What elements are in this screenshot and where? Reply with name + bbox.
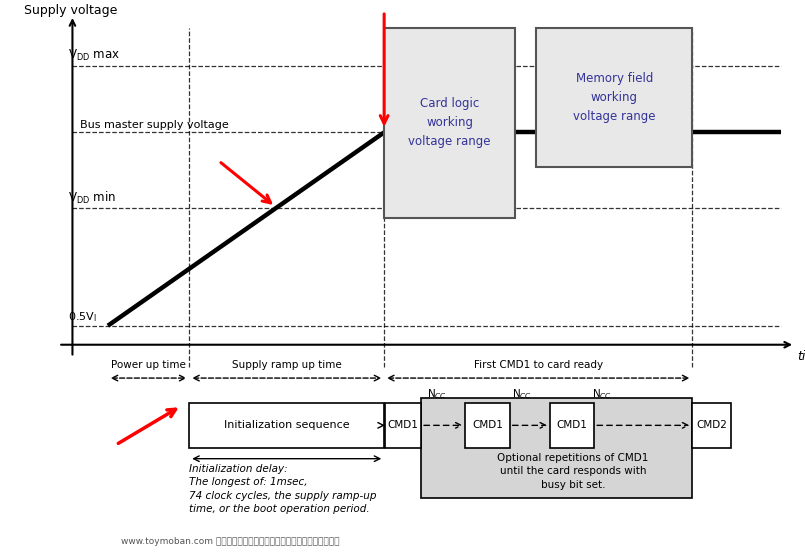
Text: Optional repetitions of CMD1
until the card responds with
busy bit set.: Optional repetitions of CMD1 until the c… — [497, 453, 649, 489]
Bar — [465, 403, 510, 448]
Bar — [550, 403, 594, 448]
Text: CMD2: CMD2 — [696, 420, 727, 430]
Text: N$_{CC}$: N$_{CC}$ — [427, 388, 448, 401]
Text: Supply voltage: Supply voltage — [24, 4, 118, 17]
Text: Card logic
working
voltage range: Card logic working voltage range — [408, 97, 491, 148]
Bar — [536, 28, 692, 167]
Text: CMD1: CMD1 — [388, 420, 419, 430]
Text: www.toymoban.com 网络图片仅供展示，非存储，如有侵权请联系删除。: www.toymoban.com 网络图片仅供展示，非存储，如有侵权请联系删除。 — [121, 537, 339, 546]
Text: $\mathregular{V_{DD}}$ max: $\mathregular{V_{DD}}$ max — [68, 48, 121, 63]
Text: Bus master supply voltage: Bus master supply voltage — [80, 120, 229, 130]
Text: Initialization delay:
The longest of: 1msec,
74 clock cycles, the supply ramp-up: Initialization delay: The longest of: 1m… — [189, 464, 377, 514]
Text: $\mathregular{0.5V_I}$: $\mathregular{0.5V_I}$ — [68, 310, 97, 324]
Bar — [189, 403, 384, 448]
Bar — [385, 403, 421, 448]
Bar — [384, 28, 515, 218]
Text: CMD1: CMD1 — [557, 420, 588, 430]
Text: time: time — [797, 350, 805, 363]
Text: N$_{CC}$: N$_{CC}$ — [512, 388, 532, 401]
Text: $\mathregular{V_{DD}}$ min: $\mathregular{V_{DD}}$ min — [68, 190, 117, 206]
Bar — [421, 398, 692, 498]
Text: Initialization sequence: Initialization sequence — [224, 420, 349, 430]
Text: N$_{CC}$: N$_{CC}$ — [592, 388, 613, 401]
Text: CMD1: CMD1 — [473, 420, 503, 430]
Text: Memory field
working
voltage range: Memory field working voltage range — [573, 72, 655, 123]
Text: Supply ramp up time: Supply ramp up time — [232, 360, 341, 370]
Text: Power up time: Power up time — [111, 360, 186, 370]
Text: First CMD1 to card ready: First CMD1 to card ready — [473, 360, 603, 370]
Bar — [692, 403, 731, 448]
